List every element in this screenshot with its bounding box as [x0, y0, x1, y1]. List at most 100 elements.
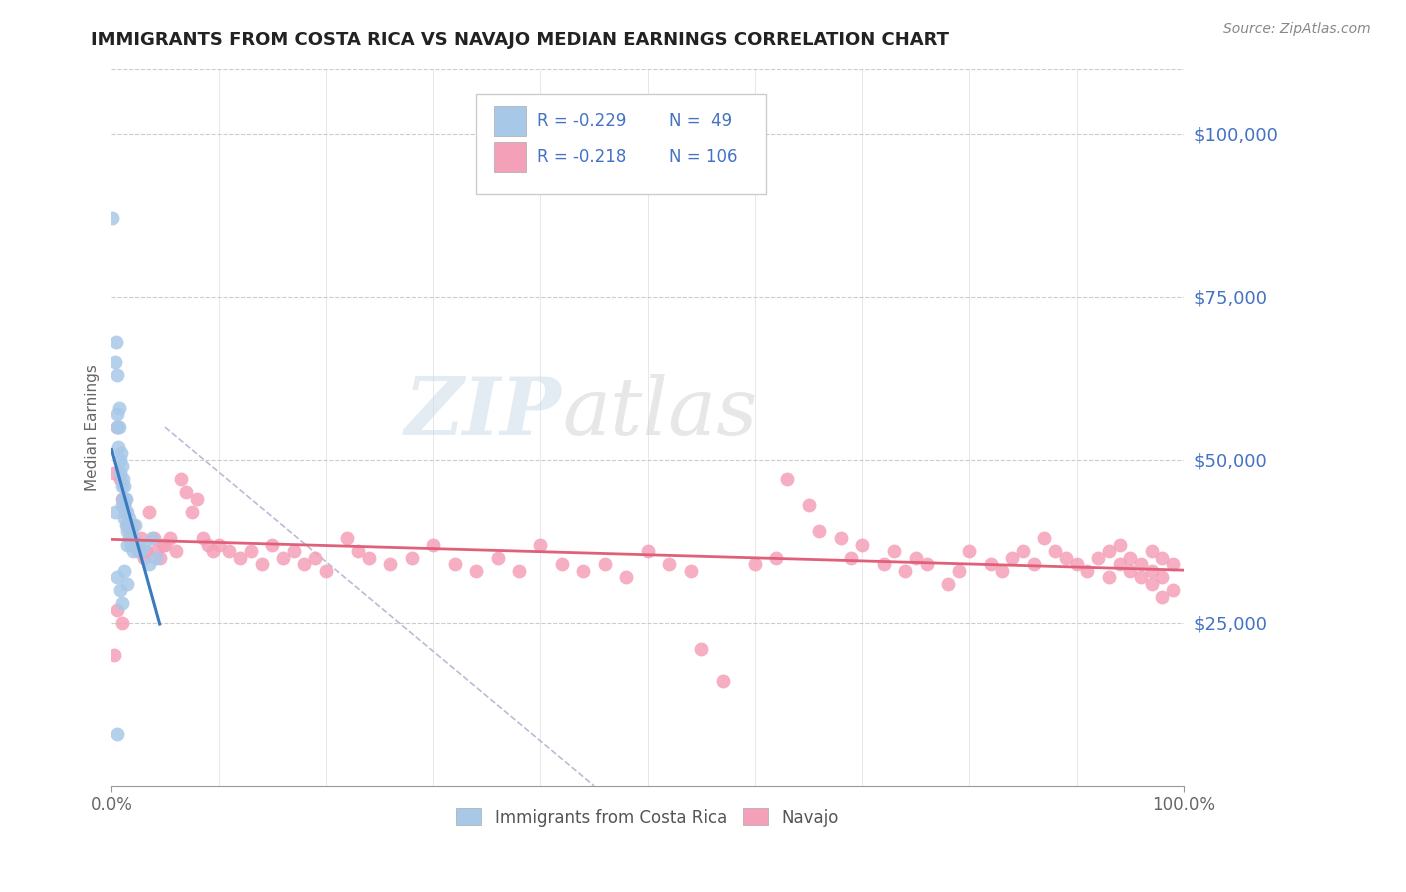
Point: [124, 537, 146, 551]
Point: [572, 564, 595, 578]
Point: [111, 459, 134, 474]
Point: [105, 603, 128, 617]
Point: [1152, 550, 1174, 565]
Point: [202, 544, 225, 558]
Point: [294, 557, 316, 571]
Point: [990, 564, 1012, 578]
Point: [111, 479, 134, 493]
Point: [112, 472, 135, 486]
Point: [465, 564, 488, 578]
Point: [105, 368, 128, 382]
Point: [107, 440, 129, 454]
Point: [118, 518, 141, 533]
Point: [872, 557, 894, 571]
Text: R = -0.229: R = -0.229: [537, 112, 627, 130]
Point: [165, 544, 187, 558]
Point: [114, 505, 136, 519]
Point: [229, 550, 252, 565]
Point: [112, 499, 135, 513]
Point: [1140, 544, 1163, 558]
Point: [1130, 570, 1153, 584]
Point: [121, 518, 143, 533]
Point: [1076, 564, 1098, 578]
Point: [948, 564, 970, 578]
Point: [658, 557, 681, 571]
Text: IMMIGRANTS FROM COSTA RICA VS NAVAJO MEDIAN EARNINGS CORRELATION CHART: IMMIGRANTS FROM COSTA RICA VS NAVAJO MED…: [91, 31, 949, 49]
Point: [401, 550, 423, 565]
Point: [1108, 537, 1130, 551]
Point: [894, 564, 917, 578]
Text: N = 106: N = 106: [669, 148, 738, 166]
Point: [808, 524, 831, 539]
Point: [614, 570, 637, 584]
Point: [108, 401, 131, 415]
Point: [111, 596, 134, 610]
Point: [105, 420, 128, 434]
Point: [117, 518, 139, 533]
Point: [117, 505, 139, 519]
Point: [262, 537, 284, 551]
FancyBboxPatch shape: [477, 94, 766, 194]
Point: [117, 511, 139, 525]
Point: [841, 550, 863, 565]
Point: [1119, 550, 1142, 565]
Point: [145, 550, 167, 565]
Point: [443, 557, 465, 571]
Point: [711, 674, 734, 689]
Text: atlas: atlas: [562, 374, 758, 451]
Point: [1161, 583, 1184, 598]
Point: [830, 531, 852, 545]
Point: [153, 537, 176, 551]
Point: [176, 485, 198, 500]
Point: [1119, 564, 1142, 578]
Point: [104, 335, 127, 350]
Point: [239, 544, 262, 558]
Point: [104, 505, 127, 519]
Point: [744, 557, 766, 571]
Point: [1130, 557, 1153, 571]
Point: [117, 531, 139, 545]
FancyBboxPatch shape: [495, 106, 526, 136]
Point: [103, 648, 125, 663]
Point: [690, 641, 713, 656]
Point: [108, 583, 131, 598]
Point: [357, 550, 380, 565]
Point: [108, 472, 131, 486]
Point: [131, 544, 153, 558]
Point: [111, 499, 134, 513]
Point: [127, 544, 149, 558]
Point: [112, 564, 135, 578]
Point: [138, 505, 160, 519]
Point: [121, 544, 143, 558]
Point: [120, 537, 142, 551]
Point: [115, 491, 138, 506]
Point: [1066, 557, 1088, 571]
Legend: Immigrants from Costa Rica, Navajo: Immigrants from Costa Rica, Navajo: [449, 800, 848, 835]
Point: [208, 537, 231, 551]
Point: [980, 557, 1002, 571]
Point: [180, 505, 202, 519]
Point: [486, 550, 509, 565]
Point: [1012, 544, 1035, 558]
Point: [529, 537, 551, 551]
Point: [315, 564, 337, 578]
Point: [117, 576, 139, 591]
Point: [1087, 550, 1109, 565]
Point: [170, 472, 193, 486]
Point: [108, 452, 131, 467]
Point: [1140, 576, 1163, 591]
Y-axis label: Median Earnings: Median Earnings: [86, 364, 100, 491]
Point: [851, 537, 873, 551]
Point: [101, 211, 124, 226]
Point: [765, 550, 787, 565]
Point: [936, 576, 959, 591]
Point: [508, 564, 530, 578]
Point: [108, 466, 131, 480]
Point: [138, 557, 160, 571]
Point: [422, 537, 444, 551]
Point: [593, 557, 616, 571]
Point: [1022, 557, 1045, 571]
Point: [112, 511, 135, 525]
Text: N =  49: N = 49: [669, 112, 733, 130]
FancyBboxPatch shape: [495, 142, 526, 172]
